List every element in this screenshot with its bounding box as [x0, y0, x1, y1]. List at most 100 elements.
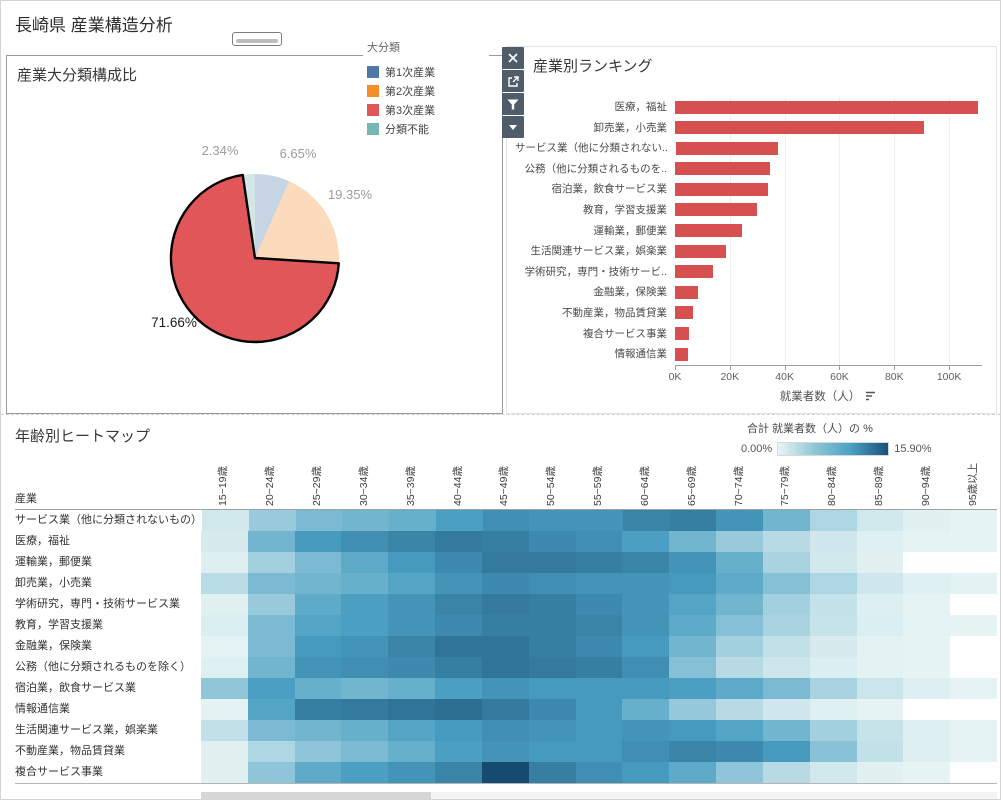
heatmap-cell[interactable] [575, 636, 623, 657]
heatmap-cell[interactable] [482, 510, 530, 531]
bar[interactable] [675, 121, 925, 135]
heatmap-cell[interactable] [950, 510, 998, 531]
bar[interactable] [675, 265, 714, 279]
heatmap-cell[interactable] [247, 552, 295, 573]
heatmap-cell[interactable] [809, 741, 857, 762]
heatmap-cell[interactable] [716, 510, 764, 531]
heatmap-cell[interactable] [856, 552, 904, 573]
heatmap-column-header[interactable]: 30~34歳 [341, 453, 388, 509]
heatmap-column-header[interactable]: 75~79歳 [763, 453, 810, 509]
heatmap-cell[interactable] [950, 741, 998, 762]
bar[interactable] [675, 203, 758, 217]
heatmap-column-header[interactable]: 85~89歳 [857, 453, 904, 509]
heatmap-cell[interactable] [716, 720, 763, 741]
heatmap-cell[interactable] [247, 594, 295, 615]
heatmap-cell[interactable] [341, 741, 389, 762]
heatmap-cell[interactable] [481, 657, 529, 678]
heatmap-cell[interactable] [903, 573, 951, 594]
heatmap-cell[interactable] [622, 741, 670, 762]
legend-item[interactable]: 第2次産業 [367, 81, 485, 100]
heatmap-cell[interactable] [341, 657, 389, 678]
heatmap-cell[interactable] [575, 699, 623, 720]
heatmap-cell[interactable] [950, 762, 998, 783]
heatmap-row-label[interactable]: 教育，学習支援業 [15, 619, 103, 631]
heatmap-cell[interactable] [716, 657, 763, 678]
heatmap-cell[interactable] [950, 657, 998, 678]
heatmap-column-header[interactable]: 55~59歳 [576, 453, 623, 509]
heatmap-cell[interactable] [762, 720, 810, 741]
heatmap-cell[interactable] [247, 699, 295, 720]
heatmap-cell[interactable] [388, 594, 436, 615]
heatmap-cell[interactable] [528, 762, 576, 783]
legend-item[interactable]: 分類不能 [367, 119, 485, 138]
heatmap-cell[interactable] [294, 741, 342, 762]
horizontal-scrollbar-handle[interactable] [201, 792, 431, 799]
heatmap-cell[interactable] [669, 657, 717, 678]
heatmap-row-label[interactable]: 運輸業，郵便業 [15, 556, 92, 568]
heatmap-cell[interactable] [950, 552, 998, 573]
heatmap-cell[interactable] [762, 762, 810, 783]
heatmap-cell[interactable] [481, 573, 529, 594]
heatmap-cell[interactable] [856, 678, 904, 699]
heatmap-cell[interactable] [341, 678, 389, 699]
heatmap-cell[interactable] [435, 678, 482, 699]
heatmap-cell[interactable] [762, 741, 810, 762]
heatmap-cell[interactable] [201, 531, 248, 552]
heatmap-cell[interactable] [716, 531, 763, 552]
heatmap-cell[interactable] [528, 573, 576, 594]
heatmap-cell[interactable] [950, 531, 998, 552]
heatmap-cell[interactable] [342, 510, 390, 531]
heatmap-cell[interactable] [481, 741, 529, 762]
heatmap-cell[interactable] [294, 531, 342, 552]
heatmap-cell[interactable] [388, 636, 436, 657]
heatmap-cell[interactable] [856, 594, 904, 615]
heatmap-cell[interactable] [716, 594, 763, 615]
bar[interactable] [675, 100, 978, 114]
heatmap-cell[interactable] [716, 678, 763, 699]
heatmap-cell[interactable] [201, 552, 248, 573]
heatmap-cell[interactable] [763, 510, 810, 531]
bar[interactable] [675, 285, 699, 299]
heatmap-column-header[interactable]: 90~94歳 [903, 453, 950, 509]
heatmap-cell[interactable] [202, 510, 249, 531]
heatmap-cell[interactable] [809, 678, 857, 699]
heatmap-cell[interactable] [388, 720, 436, 741]
heatmap-cell[interactable] [903, 636, 951, 657]
heatmap-cell[interactable] [341, 762, 389, 783]
heatmap-cell[interactable] [295, 510, 343, 531]
heatmap-cell[interactable] [341, 552, 389, 573]
heatmap-cell[interactable] [950, 699, 998, 720]
heatmap-cell[interactable] [669, 531, 717, 552]
heatmap-cell[interactable] [481, 678, 529, 699]
bar-category-label[interactable]: 卸売業，小売業 [593, 121, 668, 134]
heatmap-column-header[interactable]: 40~44歳 [435, 453, 482, 509]
heatmap-cell[interactable] [294, 552, 342, 573]
heatmap-cell[interactable] [294, 657, 342, 678]
heatmap-cell[interactable] [528, 636, 576, 657]
heatmap-cell[interactable] [435, 762, 482, 783]
heatmap-cell[interactable] [435, 573, 482, 594]
sort-icon[interactable] [866, 391, 877, 401]
scrollbar-handle[interactable] [232, 32, 282, 46]
heatmap-cell[interactable] [669, 720, 717, 741]
heatmap-cell[interactable] [341, 531, 389, 552]
heatmap-cell[interactable] [669, 636, 717, 657]
heatmap-cell[interactable] [856, 615, 904, 636]
heatmap-cell[interactable] [622, 552, 670, 573]
heatmap-column-header[interactable]: 35~39歳 [388, 453, 435, 509]
heatmap-cell[interactable] [528, 699, 576, 720]
heatmap-cell[interactable] [388, 573, 436, 594]
heatmap-cell[interactable] [669, 699, 717, 720]
heatmap-cell[interactable] [575, 594, 623, 615]
horizontal-scrollbar[interactable] [201, 792, 997, 799]
bar-category-label[interactable]: 教育，学習支援業 [583, 203, 667, 216]
bar-category-label[interactable]: 複合サービス事業 [583, 327, 667, 340]
heatmap-cell[interactable] [903, 531, 951, 552]
heatmap-cell[interactable] [341, 615, 389, 636]
heatmap-cell[interactable] [575, 615, 623, 636]
close-button[interactable] [502, 47, 524, 69]
bar[interactable] [675, 224, 743, 238]
bar[interactable] [675, 327, 690, 341]
heatmap-cell[interactable] [622, 699, 670, 720]
heatmap-cell[interactable] [341, 699, 389, 720]
